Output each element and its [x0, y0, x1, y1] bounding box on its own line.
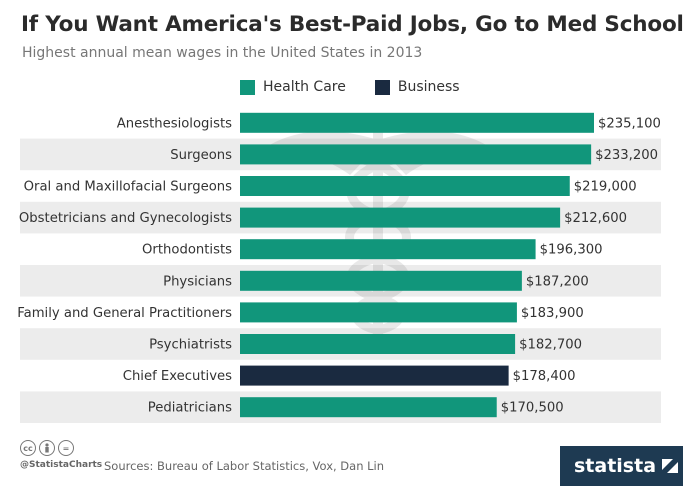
value-label-pediatricians: $170,500 — [501, 401, 564, 416]
twitter-handle[interactable]: @StatistaCharts — [20, 460, 103, 470]
category-label-pediatricians: Pediatricians — [148, 401, 232, 416]
statista-logo[interactable]: statista — [560, 446, 683, 486]
category-label-obstetricians-and-gynecologists: Obstetricians and Gynecologists — [19, 211, 232, 226]
chart-subtitle: Highest annual mean wages in the United … — [22, 45, 423, 61]
category-label-family-and-general-practitioners: Family and General Practitioners — [17, 306, 232, 321]
license-icons: cc = — [20, 440, 102, 456]
category-label-oral-and-maxillofacial-surgeons: Oral and Maxillofacial Surgeons — [24, 180, 232, 195]
bar-obstetricians-and-gynecologists[interactable] — [240, 207, 561, 228]
bar-family-and-general-practitioners[interactable] — [240, 302, 517, 323]
value-label-obstetricians-and-gynecologists: $212,600 — [564, 211, 627, 226]
category-label-chief-executives: Chief Executives — [123, 369, 232, 384]
logo-mark-icon — [662, 459, 679, 473]
value-label-anesthesiologists: $235,100 — [598, 116, 661, 131]
value-labels: $235,100 $233,200 $219,000 $212,600 $196,300… — [501, 116, 661, 415]
category-label-psychiatrists: Psychiatrists — [149, 338, 232, 353]
category-label-anesthesiologists: Anesthesiologists — [117, 116, 232, 131]
chart-title: If You Want America's Best-Paid Jobs, Go… — [21, 12, 683, 37]
bar-orthodontists[interactable] — [240, 239, 536, 260]
value-label-chief-executives: $178,400 — [513, 369, 576, 384]
value-label-surgeons: $233,200 — [595, 148, 658, 163]
category-labels: Anesthesiologists Surgeons Oral and Maxill… — [17, 116, 232, 415]
category-label-physicians: Physicians — [163, 274, 232, 289]
legend-item-business: Business — [374, 79, 460, 95]
cc-icon[interactable]: cc — [20, 440, 36, 456]
no-derivatives-icon[interactable]: = — [58, 440, 74, 456]
legend: Health Care Business — [240, 78, 489, 96]
bar-psychiatrists[interactable] — [240, 334, 516, 354]
bar-oral-and-maxillofacial-surgeons[interactable] — [240, 176, 570, 196]
bar-pediatricians[interactable] — [240, 397, 497, 418]
category-label-surgeons: Surgeons — [170, 148, 232, 163]
bar-chart: Anesthesiologists Surgeons Oral and Maxill… — [17, 112, 661, 423]
legend-label-health-care: Health Care — [263, 79, 346, 95]
value-label-oral-and-maxillofacial-surgeons: $219,000 — [574, 180, 637, 195]
bars — [240, 112, 594, 418]
value-label-family-and-general-practitioners: $183,900 — [521, 306, 584, 321]
bar-surgeons[interactable] — [240, 144, 592, 165]
source-note: Sources: Bureau of Labor Statistics, Vox… — [104, 459, 385, 473]
bar-anesthesiologists[interactable] — [240, 112, 594, 133]
legend-swatch-health-care — [240, 79, 255, 95]
legend-label-business: Business — [397, 79, 460, 95]
logo-text: statista — [574, 455, 657, 477]
footer-credits: cc = @StatistaCharts — [20, 440, 102, 470]
legend-item-health-care: Health Care — [240, 79, 346, 95]
value-label-physicians: $187,200 — [526, 274, 589, 289]
value-label-orthodontists: $196,300 — [540, 243, 603, 258]
bar-physicians[interactable] — [240, 270, 522, 291]
attribution-icon[interactable] — [39, 440, 55, 456]
legend-swatch-business — [374, 79, 390, 95]
category-label-orthodontists: Orthodontists — [142, 243, 232, 258]
value-label-psychiatrists: $182,700 — [519, 338, 582, 353]
bar-chief-executives[interactable] — [240, 365, 509, 386]
